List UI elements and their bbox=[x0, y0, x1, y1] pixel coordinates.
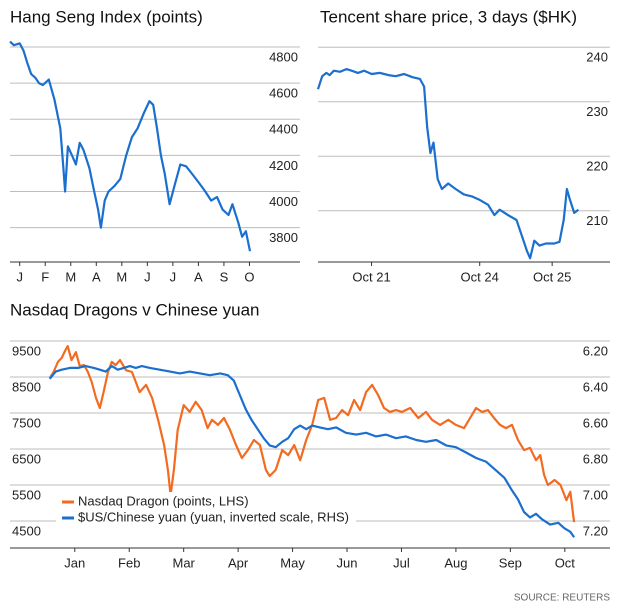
x-tick-label: Jul bbox=[393, 555, 410, 570]
x-tick-label: Feb bbox=[118, 555, 140, 570]
y2-tick-label: 6.40 bbox=[583, 379, 608, 394]
y-tick-label: 7500 bbox=[12, 415, 41, 430]
chart-title: Nasdaq Dragons v Chinese yuan bbox=[10, 300, 259, 319]
legend-label: $US/Chinese yuan (yuan, inverted scale, … bbox=[78, 509, 349, 524]
source-note: SOURCE: REUTERS bbox=[514, 593, 610, 604]
legend-box bbox=[56, 492, 356, 528]
chart-title: Hang Seng Index (points) bbox=[10, 7, 203, 26]
x-tick-label: Oct 24 bbox=[461, 269, 499, 284]
x-tick-label: Jun bbox=[337, 555, 358, 570]
y-tick-label: 5500 bbox=[12, 487, 41, 502]
y-tick-label: 4600 bbox=[269, 86, 298, 101]
x-tick-label: J bbox=[16, 269, 23, 284]
y2-tick-label: 6.20 bbox=[583, 343, 608, 358]
data-line bbox=[9, 40, 252, 252]
y-tick-label: 230 bbox=[586, 104, 608, 119]
x-tick-label: F bbox=[41, 269, 49, 284]
y-tick-label: 210 bbox=[586, 213, 608, 228]
legend-label: Nasdaq Dragon (points, LHS) bbox=[78, 493, 249, 508]
data-line bbox=[316, 68, 580, 260]
x-tick-label: Apr bbox=[228, 555, 249, 570]
y-tick-label: 4400 bbox=[269, 122, 298, 137]
y-tick-label: 4500 bbox=[12, 523, 41, 538]
y-tick-label: 4800 bbox=[269, 49, 298, 64]
y-tick-label: 240 bbox=[586, 50, 608, 65]
y2-tick-label: 7.00 bbox=[583, 487, 608, 502]
x-tick-label: May bbox=[280, 555, 305, 570]
x-tick-label: A bbox=[92, 269, 101, 284]
x-tick-label: O bbox=[244, 269, 254, 284]
y-tick-label: 9500 bbox=[12, 343, 41, 358]
y2-tick-label: 7.20 bbox=[583, 523, 608, 538]
x-tick-label: Oct 25 bbox=[533, 269, 571, 284]
x-tick-label: M bbox=[65, 269, 76, 284]
x-tick-label: M bbox=[116, 269, 127, 284]
data-line bbox=[48, 365, 575, 538]
y2-tick-label: 6.60 bbox=[583, 415, 608, 430]
x-tick-label: Oct bbox=[555, 555, 576, 570]
x-tick-label: Mar bbox=[172, 555, 195, 570]
x-tick-label: Sep bbox=[499, 555, 522, 570]
x-tick-label: Aug bbox=[444, 555, 467, 570]
y-tick-label: 8500 bbox=[12, 379, 41, 394]
y-tick-label: 4200 bbox=[269, 158, 298, 173]
data-line bbox=[48, 345, 576, 523]
y-tick-label: 6500 bbox=[12, 451, 41, 466]
x-tick-label: Oct 21 bbox=[352, 269, 390, 284]
y2-tick-label: 6.80 bbox=[583, 451, 608, 466]
x-tick-label: J bbox=[144, 269, 151, 284]
x-tick-label: A bbox=[194, 269, 203, 284]
x-tick-label: J bbox=[170, 269, 177, 284]
y-tick-label: 4000 bbox=[269, 194, 298, 209]
y-tick-label: 3800 bbox=[269, 230, 298, 245]
chart-title: Tencent share price, 3 days ($HK) bbox=[320, 7, 577, 26]
x-tick-label: S bbox=[220, 269, 229, 284]
x-tick-label: Jan bbox=[64, 555, 85, 570]
y-tick-label: 220 bbox=[586, 159, 608, 174]
